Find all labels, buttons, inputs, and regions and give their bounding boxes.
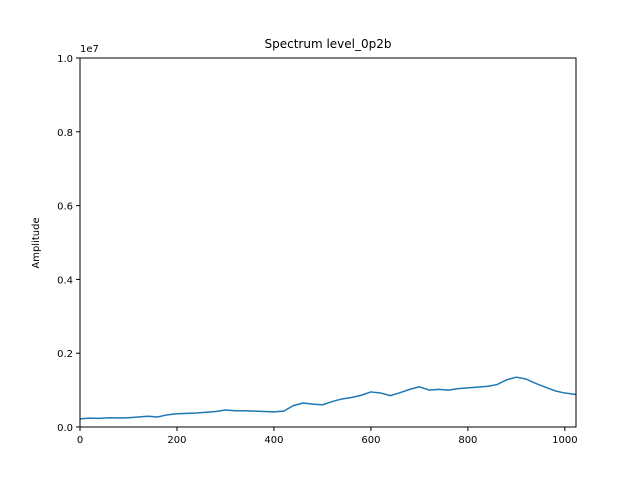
y-tick-label: 0.6 [57, 202, 73, 213]
y-tick-label: 0.4 [57, 275, 73, 286]
y-tick-label: 0.0 [57, 423, 73, 434]
x-axis: 0 200 400 600 800 1000 [77, 427, 578, 446]
chart-title: Spectrum level_0p2b [264, 37, 391, 51]
series-line-0 [79, 376, 577, 420]
plot-frame [79, 57, 577, 428]
y-tick-label: 0.8 [57, 128, 73, 139]
x-tick-label: 200 [167, 435, 186, 446]
y-axis: 0.0 0.2 0.4 0.6 0.8 1.0 [57, 54, 80, 434]
y-axis-offset-label: 1e7 [80, 44, 99, 55]
y-tick-label: 1.0 [57, 54, 73, 65]
plot-area [79, 376, 577, 420]
x-tick-label: 600 [361, 435, 380, 446]
y-tick-label: 0.2 [57, 349, 73, 360]
x-tick-label: 400 [264, 435, 283, 446]
x-tick-label: 0 [77, 435, 83, 446]
y-axis-label: Amplitude [31, 217, 42, 268]
x-tick-label: 800 [458, 435, 477, 446]
x-tick-label: 1000 [552, 435, 577, 446]
